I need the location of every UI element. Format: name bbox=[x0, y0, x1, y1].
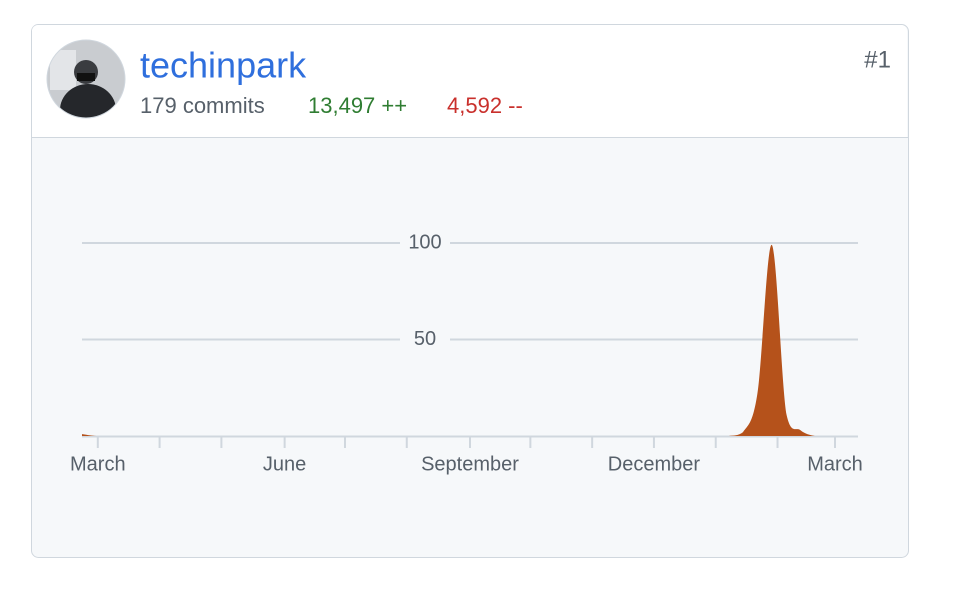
rank: #1 bbox=[864, 46, 891, 73]
avatar bbox=[46, 39, 126, 119]
area bbox=[82, 244, 858, 436]
card-header bbox=[32, 25, 907, 137]
x-tick-label: March bbox=[807, 453, 863, 475]
x-tick-label: September bbox=[421, 453, 519, 475]
additions: 13,497 ++ bbox=[308, 93, 407, 118]
x-tick-label: June bbox=[263, 453, 306, 475]
label-bg bbox=[400, 328, 450, 351]
x-tick-label: March bbox=[70, 453, 126, 475]
label-bg bbox=[400, 232, 450, 254]
y-tick-label: 50 bbox=[414, 328, 436, 350]
y-tick-label: 100 bbox=[408, 231, 441, 253]
x-tick-label: December bbox=[608, 453, 701, 475]
plot: 50 100 March June September December March bbox=[70, 231, 863, 475]
card bbox=[31, 24, 909, 558]
username[interactable]: techinpark bbox=[140, 45, 307, 86]
deletions: 4,592 -- bbox=[447, 93, 523, 118]
commit-count[interactable]: 179 commits bbox=[140, 93, 265, 118]
